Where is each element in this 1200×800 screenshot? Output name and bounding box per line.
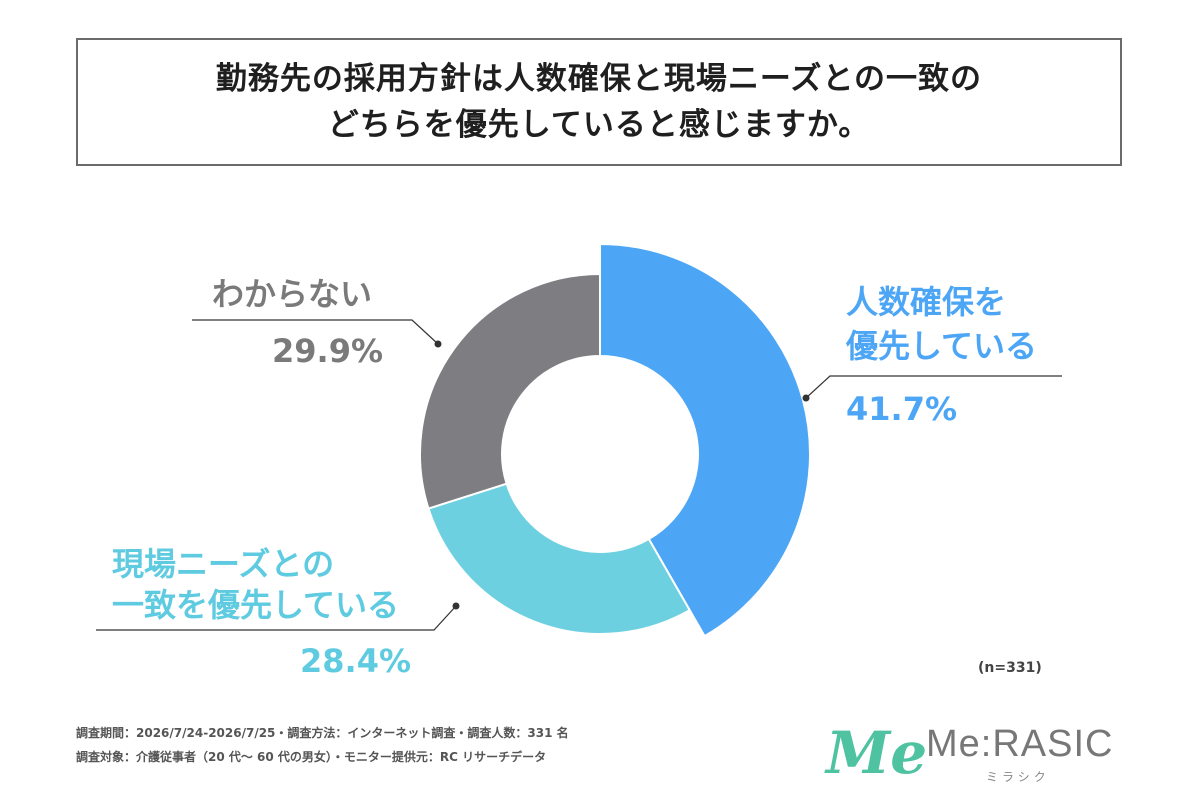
slice-label-1-line-0: 現場ニーズとの	[112, 545, 334, 583]
donut-slice-2	[419, 272, 601, 510]
company-logo: Me Me:RASIC ミラシク	[826, 718, 1126, 788]
logo-mark: Me	[826, 719, 928, 787]
leader-line-1	[96, 605, 457, 631]
slice-label-0-line-1: 優先している	[845, 327, 1037, 365]
donut-slice-1	[427, 482, 692, 635]
leader-line-0	[805, 375, 1062, 399]
leader-dot-0	[802, 394, 810, 402]
logo-name: Me:RASIC	[926, 723, 1114, 765]
logo-kana: ミラシク	[986, 770, 1050, 784]
leader-dot-2	[434, 340, 442, 348]
leader-dot-1	[452, 602, 460, 610]
donut-slice-0	[599, 242, 811, 638]
slice-value-0: 41.7%	[846, 390, 957, 428]
title-box: 勤務先の採用方針は人数確保と現場ニーズとの一致の どちらを優先していると感じます…	[76, 38, 1122, 166]
slice-label-1-line-1: 一致を優先している	[112, 586, 399, 624]
slice-value-2: 29.9%	[272, 332, 383, 370]
leader-line-2	[192, 319, 439, 345]
sample-size-note: (n=331)	[978, 660, 1042, 676]
title-line-2: どちらを優先していると感じますか。	[327, 107, 871, 143]
footer-survey-target: 調査対象：介護従事者（20 代～ 60 代の男女）・モニター提供元：RC リサー…	[76, 750, 547, 764]
footer-survey-period: 調査期間：2026/7/24-2026/7/25・調査方法：インターネット調査・…	[76, 726, 569, 740]
title-line-1: 勤務先の採用方針は人数確保と現場ニーズとの一致の	[215, 61, 983, 97]
slice-label-0-line-0: 人数確保を	[846, 283, 1006, 321]
slice-value-1: 28.4%	[300, 642, 411, 680]
slice-label-2-line-0: わからない	[212, 275, 372, 313]
